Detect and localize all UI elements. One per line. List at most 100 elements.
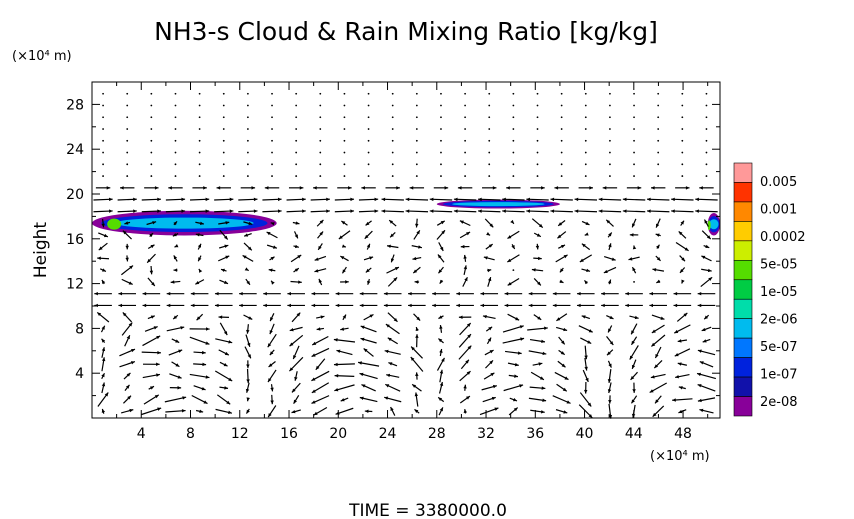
wind-dot [560, 139, 563, 142]
wind-arrowhead [224, 244, 229, 248]
wind-arrowhead [223, 362, 228, 367]
wind-arrowhead [269, 351, 274, 356]
wind-dot [174, 139, 177, 142]
wind-arrowhead [631, 364, 636, 369]
wind-dot [633, 139, 635, 142]
wind-arrowhead [195, 233, 200, 237]
wind-arrow [502, 198, 525, 201]
wind-arrowhead [630, 375, 635, 380]
wind-dot [271, 163, 273, 166]
wind-arrowhead [606, 219, 611, 224]
wind-arrowhead [608, 363, 612, 368]
wind-arrowhead [673, 303, 678, 308]
wind-dot [343, 163, 346, 166]
wind-arrow [502, 337, 525, 344]
wind-arrowhead [101, 382, 106, 387]
wind-arrowhead [418, 245, 422, 249]
wind-arrowhead [153, 326, 158, 330]
wind-arrowhead [526, 197, 530, 202]
wind-dot [681, 116, 684, 119]
wind-arrowhead [439, 325, 443, 329]
wind-dot [464, 139, 467, 142]
wind-arrowhead [389, 220, 394, 224]
wind-arrowhead [205, 375, 210, 379]
wind-field [93, 92, 718, 419]
wind-dot [440, 175, 442, 177]
x-tick-label: 48 [674, 426, 692, 442]
wind-arrow [646, 210, 670, 213]
wind-arrowhead [342, 314, 346, 319]
wind-dot [343, 128, 346, 130]
wind-arrowhead [439, 279, 444, 284]
wind-arrowhead [245, 388, 250, 393]
wind-arrowhead [101, 373, 105, 378]
wind-arrowhead [465, 359, 469, 364]
wind-arrow [405, 210, 429, 213]
wind-dot [488, 139, 491, 142]
wind-arrowhead [263, 303, 267, 308]
wind-arrowhead [246, 364, 250, 369]
wind-arrowhead [181, 197, 186, 202]
wind-dot [222, 128, 225, 130]
wind-dot [633, 175, 635, 177]
wind-arrowhead [609, 341, 614, 346]
wind-arrowhead [558, 222, 563, 226]
wind-arrowhead [335, 411, 340, 415]
wind-arrowhead [651, 329, 656, 333]
wind-arrowhead [360, 325, 365, 329]
wind-arrowhead [561, 363, 566, 368]
wind-arrowhead [224, 235, 228, 240]
wind-arrowhead [157, 209, 161, 213]
colorbar-swatch [733, 298, 753, 319]
wind-dot [174, 116, 177, 119]
wind-dot [705, 175, 708, 177]
wind-dot [126, 139, 129, 142]
wind-arrowhead [133, 197, 137, 202]
wind-dot [246, 151, 249, 154]
wind-arrowhead [561, 340, 565, 345]
wind-arrowhead [538, 223, 543, 228]
wind-arrowhead [326, 197, 330, 202]
wind-arrowhead [483, 256, 488, 260]
wind-dot [440, 128, 442, 130]
wind-arrowhead [631, 399, 635, 404]
wind-arrowhead [537, 281, 541, 286]
cloud-shade [709, 219, 719, 230]
wind-dot [367, 104, 370, 107]
wind-arrowhead [655, 353, 659, 358]
wind-dot [560, 116, 563, 119]
wind-dot [295, 139, 298, 142]
wind-arrowhead [537, 316, 542, 320]
wind-arrowhead [177, 375, 182, 379]
wind-arrowhead [607, 389, 612, 393]
wind-arrowhead [646, 209, 651, 213]
colorbar-swatch [733, 337, 753, 358]
colorbar-swatch [733, 201, 753, 222]
colorbar-swatch [733, 376, 753, 397]
wind-arrowhead [289, 367, 294, 372]
wind-arrowhead [294, 376, 298, 381]
wind-arrowhead [655, 399, 659, 404]
wind-arrowhead [649, 303, 653, 308]
wind-arrowhead [554, 186, 559, 190]
wind-arrowhead [214, 303, 219, 308]
wind-arrowhead [374, 209, 379, 213]
wind-arrowhead [109, 209, 113, 213]
wind-arrowhead [409, 186, 414, 190]
wind-dot [198, 92, 201, 95]
wind-arrowhead [190, 303, 195, 308]
wind-arrowhead [101, 357, 106, 362]
wind-arrowhead [311, 303, 316, 308]
wind-arrowhead [699, 408, 704, 413]
colorbar-swatch [733, 182, 753, 203]
wind-arrowhead [175, 363, 180, 367]
wind-arrowhead [367, 280, 371, 285]
wind-arrowhead [150, 386, 155, 390]
wind-arrowhead [266, 232, 271, 236]
wind-arrowhead [394, 267, 399, 271]
wind-arrowhead [655, 233, 660, 237]
wind-dot [415, 116, 418, 119]
wind-arrowhead [410, 356, 415, 361]
wind-arrowhead [506, 186, 510, 190]
wind-dot [391, 92, 394, 95]
